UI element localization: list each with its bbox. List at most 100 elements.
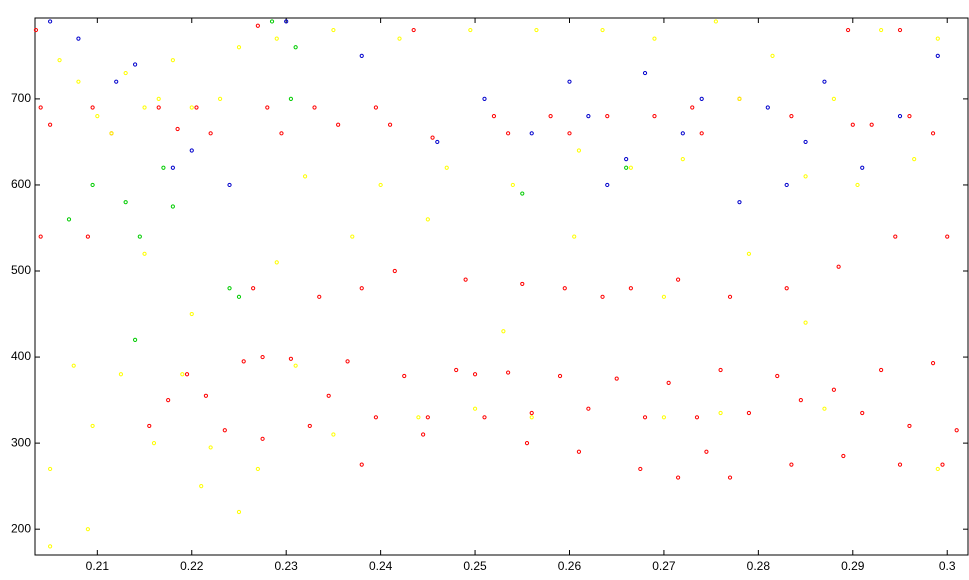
point	[331, 27, 336, 33]
point	[336, 122, 341, 127]
point	[907, 423, 912, 429]
point	[860, 410, 865, 416]
point	[572, 234, 577, 239]
x-tick-label: 0.23	[275, 559, 299, 573]
point	[746, 410, 752, 416]
point	[416, 415, 421, 420]
point	[586, 114, 591, 119]
point	[260, 354, 265, 360]
point	[897, 114, 903, 119]
point	[784, 286, 789, 291]
point	[147, 423, 152, 429]
point	[548, 114, 553, 119]
point	[236, 509, 242, 515]
point	[524, 441, 530, 446]
point	[175, 126, 180, 132]
x-tick-label: 0.28	[747, 559, 771, 573]
point	[411, 27, 416, 33]
point	[482, 96, 487, 101]
point	[142, 105, 147, 110]
point	[694, 415, 700, 420]
point	[48, 122, 53, 127]
point	[293, 45, 298, 50]
point	[850, 122, 855, 127]
x-tick-label: 0.3	[939, 559, 956, 573]
point	[170, 165, 175, 170]
point	[529, 410, 534, 416]
point	[227, 182, 232, 188]
point	[638, 466, 643, 472]
point	[879, 367, 884, 373]
point	[600, 294, 605, 299]
point	[935, 53, 940, 58]
point	[765, 105, 770, 110]
point	[576, 148, 582, 153]
point	[350, 234, 355, 239]
y-tick-label: 700	[11, 91, 31, 105]
point	[435, 139, 440, 145]
y-tick-label: 500	[11, 263, 31, 277]
point	[260, 436, 265, 441]
point	[836, 264, 841, 269]
point	[567, 131, 572, 136]
point	[482, 415, 487, 420]
point	[954, 428, 959, 433]
x-tick-label: 0.25	[463, 559, 487, 573]
point	[501, 329, 506, 334]
x-tick-label: 0.24	[369, 559, 393, 573]
point	[600, 27, 605, 33]
point	[718, 367, 723, 373]
point	[241, 359, 246, 364]
point	[506, 370, 511, 375]
point	[203, 393, 209, 398]
point	[699, 131, 704, 136]
point	[557, 373, 563, 379]
point	[85, 527, 90, 532]
point	[109, 131, 114, 136]
point	[114, 79, 119, 84]
point	[803, 139, 808, 145]
y-tick-label: 400	[11, 349, 31, 363]
point	[444, 165, 449, 170]
point	[307, 423, 312, 429]
point	[897, 462, 903, 467]
point	[421, 432, 426, 437]
point	[624, 157, 629, 162]
point	[520, 191, 525, 196]
point	[534, 27, 539, 33]
point	[690, 105, 695, 110]
point	[727, 475, 733, 480]
point	[236, 294, 242, 299]
point	[312, 105, 317, 110]
point	[666, 380, 671, 385]
point	[217, 96, 223, 101]
point	[71, 363, 76, 368]
point	[208, 131, 213, 136]
point	[76, 79, 81, 84]
point	[472, 372, 478, 377]
y-tick-label: 600	[11, 177, 31, 191]
point	[184, 372, 190, 377]
x-tick-label: 0.27	[652, 559, 676, 573]
point	[170, 58, 175, 63]
y-tick-label: 200	[11, 521, 31, 535]
point	[302, 174, 308, 179]
point	[628, 286, 633, 291]
point	[373, 415, 379, 420]
point	[85, 234, 90, 239]
point	[326, 393, 331, 398]
point	[576, 449, 582, 454]
point	[897, 27, 903, 33]
point	[142, 251, 147, 256]
point	[784, 182, 789, 188]
point	[930, 131, 936, 136]
point	[930, 360, 936, 366]
point	[255, 466, 260, 472]
point	[935, 466, 940, 472]
point	[468, 27, 473, 33]
point	[614, 376, 619, 381]
point	[661, 415, 667, 420]
point	[510, 182, 515, 188]
point	[727, 294, 733, 299]
point	[425, 217, 430, 222]
